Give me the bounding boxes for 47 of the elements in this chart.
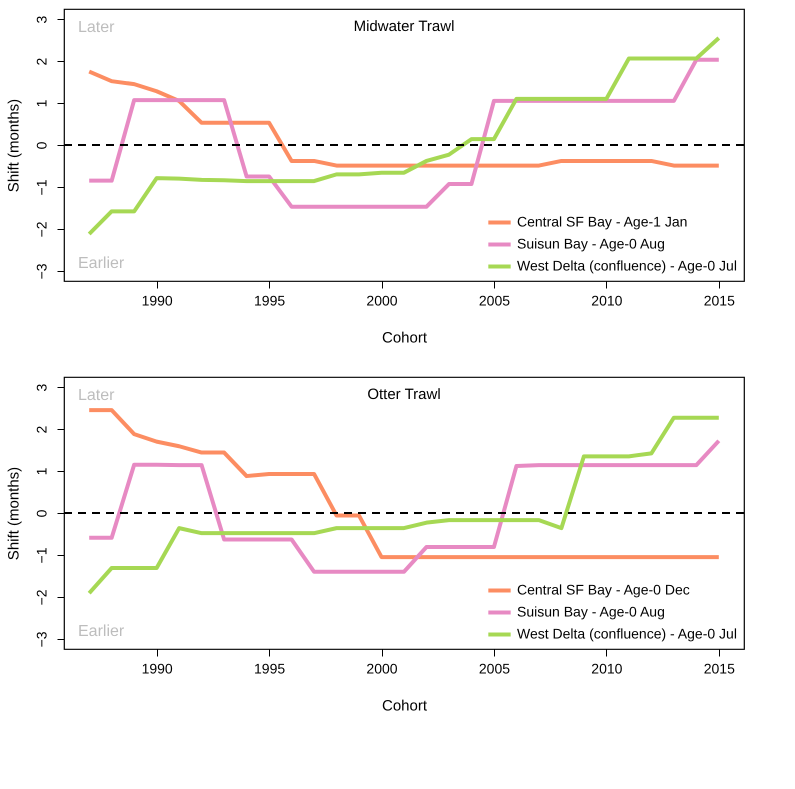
x-tick-label: 1990	[142, 660, 173, 676]
annotation: Later	[78, 19, 116, 36]
x-tick-label: 1995	[254, 660, 286, 676]
y-tick-label: 1	[34, 99, 50, 108]
y-tick-label: 2	[34, 57, 50, 66]
y-tick-label: −1	[34, 547, 50, 564]
y-tick-label: −2	[34, 589, 50, 606]
y-tick-label: −1	[34, 179, 50, 196]
x-tick-label: 2015	[704, 660, 736, 676]
y-tick-label: −3	[34, 631, 50, 648]
x-tick-label: 2010	[591, 660, 623, 676]
y-tick-label: −3	[34, 263, 50, 280]
x-tick-label: 2005	[478, 660, 510, 676]
y-axis-title: Shift (months)	[6, 466, 22, 560]
legend-label: West Delta (confluence) - Age-0 Jul	[517, 258, 737, 274]
legend-label: Central SF Bay - Age-1 Jan	[517, 214, 688, 230]
legend-label: Suisun Bay - Age-0 Aug	[517, 604, 665, 620]
x-tick-label: 2000	[366, 292, 398, 308]
annotation: Earlier	[78, 255, 125, 272]
legend-label: Central SF Bay - Age-0 Dec	[517, 582, 690, 598]
text: Midwater Trawl	[354, 18, 454, 35]
y-tick-label: 0	[34, 141, 50, 150]
y-axis-title: Shift (months)	[6, 98, 22, 192]
legend-label: Suisun Bay - Age-0 Aug	[517, 236, 665, 252]
x-axis-title: Cohort	[382, 330, 428, 346]
x-axis-title: Cohort	[382, 698, 428, 714]
y-tick-label: −2	[34, 221, 50, 238]
annotation: Later	[78, 387, 116, 404]
line-series	[87, 408, 721, 560]
line-series	[87, 36, 721, 236]
y-tick-label: 3	[34, 15, 50, 24]
y-tick-label: 1	[34, 467, 50, 476]
x-tick-label: 2005	[478, 292, 510, 308]
x-tick-label: 2010	[591, 292, 623, 308]
line-series	[87, 70, 721, 168]
x-tick-label: 2000	[366, 660, 398, 676]
x-tick-label: 1995	[254, 292, 286, 308]
line-series	[87, 416, 721, 596]
y-tick-label: 0	[34, 509, 50, 518]
x-tick-label: 2015	[704, 292, 736, 308]
x-tick-label: 1990	[142, 292, 173, 308]
y-tick-label: 2	[34, 425, 50, 434]
text: Otter Trawl	[367, 386, 441, 403]
y-tick-label: 3	[34, 383, 50, 392]
legend-label: West Delta (confluence) - Age-0 Jul	[517, 626, 737, 642]
line-series	[87, 438, 721, 574]
annotation: Earlier	[78, 623, 125, 640]
